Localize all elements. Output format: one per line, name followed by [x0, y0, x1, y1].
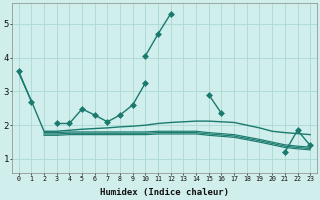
X-axis label: Humidex (Indice chaleur): Humidex (Indice chaleur) [100, 188, 229, 197]
